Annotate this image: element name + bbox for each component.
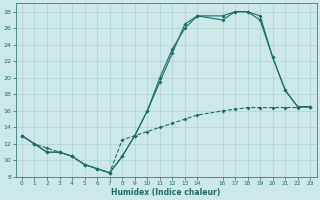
X-axis label: Humidex (Indice chaleur): Humidex (Indice chaleur) <box>111 188 221 197</box>
